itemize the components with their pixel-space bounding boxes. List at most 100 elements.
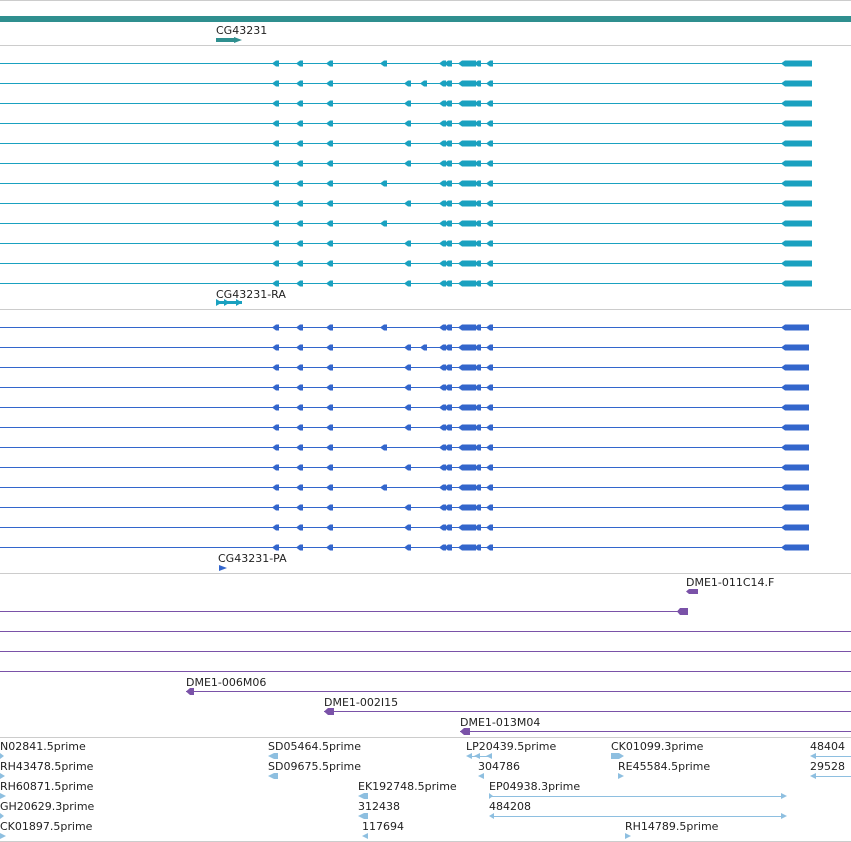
mrna-transcript-row[interactable]	[0, 220, 812, 227]
protein-transcript-exon	[444, 384, 452, 391]
mrna-transcript-row[interactable]	[0, 260, 812, 267]
bac-clone-end-marker	[324, 708, 334, 715]
est-arrow-icon	[268, 773, 278, 779]
bac-clone-1[interactable]: DME1-011C14.F	[0, 576, 774, 615]
bac-clone-4[interactable]: DME1-013M04	[460, 716, 851, 735]
protein-transcript-exon	[404, 544, 411, 551]
mrna-transcript-terminal-exon	[781, 60, 812, 67]
mrna-transcript-exon	[296, 120, 303, 127]
est-feature[interactable]: EK192748.5prime	[358, 780, 457, 799]
mrna-transcript-exon	[474, 160, 481, 167]
protein-transcript-exon	[404, 384, 411, 391]
gene-span-bar[interactable]	[0, 16, 851, 22]
mrna-transcript-row[interactable]	[0, 200, 812, 207]
protein-transcript-row[interactable]	[0, 424, 809, 431]
protein-transcript-exon	[326, 364, 333, 371]
mrna-transcript-exon	[272, 280, 279, 287]
est-feature[interactable]: N02841.5prime	[0, 740, 86, 759]
est-feature[interactable]: 312438	[358, 800, 400, 819]
mrna-transcript-row[interactable]	[0, 120, 812, 127]
protein-transcript-exon	[486, 364, 493, 371]
protein-transcript-row[interactable]	[0, 544, 809, 551]
est-label: RH43478.5prime	[0, 760, 94, 773]
protein-transcript-row[interactable]	[0, 324, 809, 331]
est-feature[interactable]: RE45584.5prime	[618, 760, 710, 779]
protein-transcript-row[interactable]	[0, 384, 809, 391]
mrna-transcript-row[interactable]	[0, 60, 812, 67]
protein-transcript-exon	[404, 344, 411, 351]
protein-transcript-row[interactable]	[0, 524, 809, 531]
mrna-transcript-row[interactable]	[0, 80, 812, 87]
est-feature[interactable]: CK01897.5prime	[0, 820, 93, 839]
mrna-transcript-row[interactable]	[0, 280, 812, 287]
protein-transcript-row[interactable]	[0, 504, 809, 511]
est-feature[interactable]: 304786	[478, 760, 520, 779]
gene-label[interactable]: CG43231	[216, 24, 267, 37]
mrna-transcript-exon	[296, 80, 303, 87]
protein-transcript-row[interactable]	[0, 344, 809, 351]
est-feature[interactable]: CK01099.3prime	[611, 740, 704, 759]
mrna-transcript-exon	[439, 280, 446, 287]
protein-transcript-row[interactable]	[0, 484, 809, 491]
mrna-transcript-exon	[458, 120, 476, 127]
est-feature[interactable]: EP04938.3prime	[489, 780, 787, 799]
protein-track-label[interactable]: CG43231-PA	[218, 552, 287, 565]
mrna-transcript-exon	[439, 260, 446, 267]
est-feature[interactable]: 117694	[362, 820, 404, 839]
est-feature[interactable]: RH43478.5prime	[0, 760, 94, 779]
protein-transcript-exon	[296, 424, 303, 431]
mrna-transcript-exon	[474, 80, 481, 87]
est-arrow-icon	[362, 833, 368, 839]
est-feature[interactable]: RH14789.5prime	[625, 820, 719, 839]
mrna-transcript-row[interactable]	[0, 180, 812, 187]
bac-clone-2[interactable]: DME1-006M06	[186, 676, 851, 695]
mrna-transcript-exon	[326, 80, 333, 87]
bac-clone-label: DME1-006M06	[186, 676, 266, 689]
mrna-transcript-row[interactable]	[0, 240, 812, 247]
est-feature[interactable]: 48404	[810, 740, 851, 759]
est-label: RH60871.5prime	[0, 780, 94, 793]
protein-transcript-exon	[439, 504, 446, 511]
protein-transcript-exon	[458, 364, 476, 371]
mrna-transcript-exon	[474, 240, 481, 247]
protein-transcript-exon	[486, 544, 493, 551]
protein-transcript-row[interactable]	[0, 444, 809, 451]
bac-clone-3[interactable]: DME1-002I15	[324, 696, 851, 715]
mrna-transcript-row[interactable]	[0, 160, 812, 167]
protein-transcript-exon	[458, 524, 476, 531]
protein-transcript-exon	[326, 464, 333, 471]
mrna-track-label[interactable]: CG43231-RA	[216, 288, 286, 301]
protein-transcript-exon	[458, 444, 476, 451]
mrna-transcript-terminal-exon	[781, 260, 812, 267]
mrna-transcript-row[interactable]	[0, 140, 812, 147]
est-label: CK01099.3prime	[611, 740, 704, 753]
mrna-transcript-exon	[474, 180, 481, 187]
protein-transcript-row[interactable]	[0, 464, 809, 471]
mrna-transcript-exon	[458, 160, 476, 167]
bac-clone-end-marker	[677, 608, 688, 615]
est-feature[interactable]: SD05464.5prime	[268, 740, 361, 759]
est-feature[interactable]: GH20629.3prime	[0, 800, 95, 819]
est-feature[interactable]: RH60871.5prime	[0, 780, 94, 799]
protein-transcript-exon	[474, 464, 481, 471]
est-arrow-icon	[810, 753, 816, 759]
bac-clone-end-marker	[686, 589, 698, 594]
mrna-transcript-exon	[404, 160, 411, 167]
protein-transcript-row[interactable]	[0, 364, 809, 371]
mrna-transcript-row[interactable]	[0, 100, 812, 107]
protein-transcript-exon	[296, 344, 303, 351]
est-feature[interactable]: LP20439.5prime	[466, 740, 557, 759]
protein-transcript-row[interactable]	[0, 404, 809, 411]
protein-transcript-exon	[444, 444, 452, 451]
protein-transcript-exon	[474, 404, 481, 411]
protein-transcript-terminal-exon	[781, 444, 809, 451]
est-feature[interactable]: SD09675.5prime	[268, 760, 361, 779]
est-arrow-icon	[0, 793, 6, 799]
est-label: 304786	[478, 760, 520, 773]
protein-transcript-exon	[486, 484, 493, 491]
est-feature[interactable]: 29528	[810, 760, 851, 779]
protein-transcript-terminal-exon	[781, 324, 809, 331]
est-label: GH20629.3prime	[0, 800, 95, 813]
est-feature[interactable]: 484208	[489, 800, 787, 819]
mrna-transcript-exon	[404, 140, 411, 147]
